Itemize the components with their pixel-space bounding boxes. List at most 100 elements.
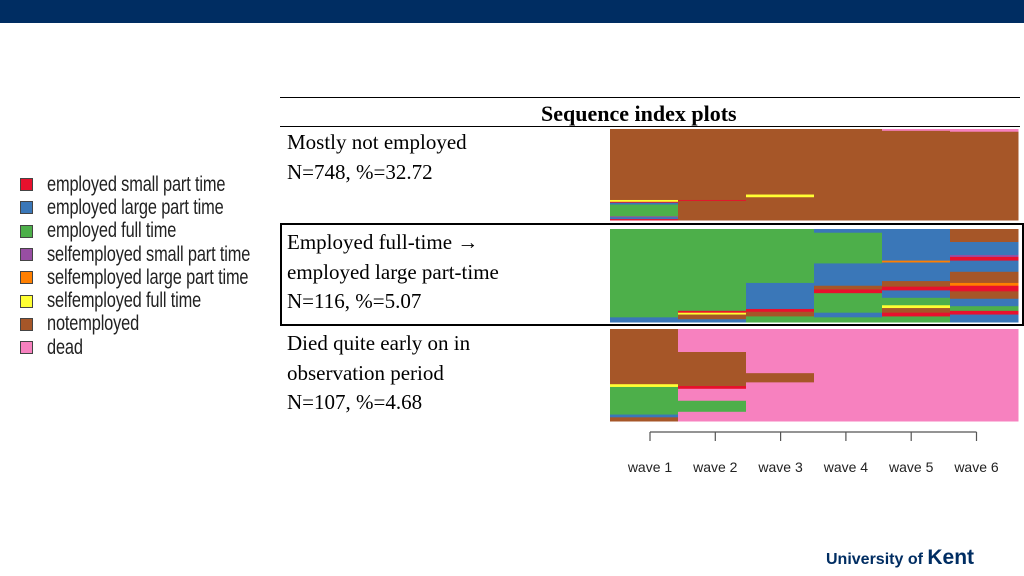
sequence-segment <box>610 229 679 318</box>
sequence-segment <box>814 289 883 294</box>
sequence-segment <box>746 129 815 196</box>
sequence-segment <box>678 229 747 312</box>
sequence-segment <box>746 197 815 221</box>
sequence-segment <box>746 382 815 422</box>
legend-label: notemployed <box>47 312 140 336</box>
x-tick-label: wave 5 <box>888 459 934 475</box>
legend-item: employed small part time <box>20 173 275 196</box>
panel-1 <box>610 129 1019 221</box>
sequence-segment <box>882 297 951 306</box>
sequence-segment <box>950 255 1019 258</box>
legend-swatch <box>20 317 33 331</box>
sequence-segment <box>814 129 883 221</box>
sequence-segment <box>678 199 747 202</box>
legend-label: selfemployed large part time <box>47 265 249 289</box>
sequence-segment <box>950 314 1019 323</box>
sequence-segment <box>814 317 883 323</box>
sequence-segment <box>950 256 1019 262</box>
sequence-segment <box>678 310 747 314</box>
legend-item: selfemployed full time <box>20 289 275 312</box>
sequence-segment <box>610 216 679 218</box>
legend-label: employed full time <box>47 219 177 243</box>
legend-label: selfemployed small part time <box>47 242 251 266</box>
sequence-segment <box>610 414 679 418</box>
sequence-segment <box>950 260 1019 273</box>
cluster-stats: N=748, %=32.72 <box>287 159 433 184</box>
legend-item: employed large part time <box>20 196 275 219</box>
sequence-segment <box>950 229 1019 243</box>
legend-item: employed full time <box>20 219 275 243</box>
sequence-segment <box>882 130 951 221</box>
logo-name: Kent <box>927 546 975 569</box>
sequence-segment <box>882 262 951 282</box>
sequence-segment <box>882 290 951 299</box>
sequence-segment <box>610 199 679 203</box>
sequence-segment <box>610 202 679 206</box>
university-logo: University of Kent <box>826 546 974 570</box>
cluster-label-1: Mostly not employed N=748, %=32.72 <box>287 128 467 187</box>
sequence-segment <box>610 417 679 422</box>
x-tick-label: wave 6 <box>953 459 999 475</box>
sequence-segment <box>814 285 883 290</box>
sequence-segment <box>950 329 1019 422</box>
cluster-name-line2: observation period <box>287 360 444 385</box>
cluster-stats: N=107, %=4.68 <box>287 390 423 414</box>
sequence-segment <box>746 282 815 310</box>
legend-swatch <box>20 248 33 262</box>
sequence-segment <box>882 281 951 288</box>
legend-item: selfemployed large part time <box>20 266 275 289</box>
cluster-name: Mostly not employed <box>287 130 467 154</box>
sequence-segment <box>882 129 951 132</box>
cluster-name-line2: employed large part-time <box>287 259 499 284</box>
legend-label: employed small part time <box>47 172 226 196</box>
table-header-rule <box>280 126 1020 127</box>
sequence-segment <box>882 329 951 422</box>
sequence-segment <box>610 129 679 201</box>
sequence-segment <box>610 204 679 217</box>
sequence-segment <box>678 400 747 413</box>
sequence-segment <box>882 316 951 323</box>
sequence-segment <box>950 242 1019 256</box>
legend-label: dead <box>47 335 83 359</box>
legend-label: employed large part time <box>47 195 224 219</box>
sequence-segment <box>950 129 1019 133</box>
sequence-segment <box>678 312 747 316</box>
legend: employed small part time employed large … <box>20 173 275 359</box>
sequence-segment <box>882 312 951 317</box>
legend-label: selfemployed full time <box>47 289 202 313</box>
legend-swatch <box>20 294 33 308</box>
sequence-segment <box>950 310 1019 316</box>
sequence-segment <box>882 229 951 262</box>
sequence-segment <box>678 319 747 323</box>
legend-swatch <box>20 341 33 355</box>
sequence-segment <box>746 229 815 284</box>
sequence-segment <box>610 317 679 323</box>
sequence-segment <box>678 129 747 201</box>
x-tick-label: wave 4 <box>823 459 869 475</box>
sequence-segment <box>746 311 815 317</box>
sequence-segment <box>678 411 747 422</box>
sequence-segment <box>882 260 951 263</box>
sequence-segment <box>610 329 679 385</box>
sequence-segment <box>610 217 679 220</box>
sequence-segment <box>814 229 883 234</box>
panel-3 <box>610 329 1019 422</box>
legend-item: dead <box>20 336 275 359</box>
sequence-segment <box>610 219 679 221</box>
sequence-segment <box>814 329 883 422</box>
sequence-segment <box>746 194 815 198</box>
cluster-name: Died quite early on in <box>287 331 471 355</box>
sequence-segment <box>678 329 747 353</box>
top-banner <box>0 0 1024 23</box>
sequence-segment <box>610 386 679 416</box>
sequence-segment <box>746 316 815 323</box>
cluster-label-2: Employed full-time → employed large part… <box>287 228 499 317</box>
sequence-segment <box>678 314 747 320</box>
sequence-segment <box>882 286 951 291</box>
sequence-segment <box>678 388 747 402</box>
sequence-segment <box>746 308 815 313</box>
sequence-segment <box>950 306 1019 312</box>
sequence-segment <box>882 308 951 314</box>
sequence-segment <box>882 305 951 309</box>
panel-2 <box>610 229 1019 323</box>
